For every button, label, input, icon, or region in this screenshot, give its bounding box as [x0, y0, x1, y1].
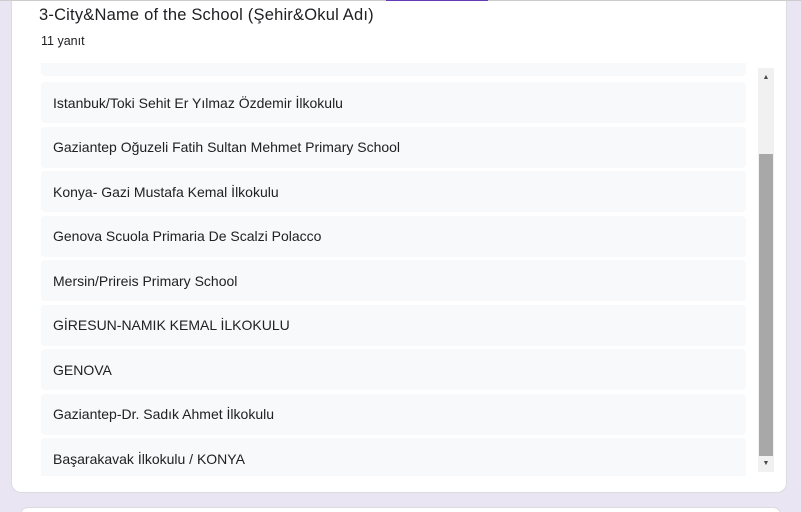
answer-row: Genova Scuola Primaria De Scalzi Polacco — [41, 215, 746, 257]
answer-row: Istanbuk/Toki Sehit Er Yılmaz Özdemir İl… — [41, 82, 746, 123]
answer-row-partial — [41, 63, 746, 76]
answers-scrollbar[interactable]: ▲ ▼ — [758, 68, 774, 472]
answers-list[interactable]: Istanbuk/Toki Sehit Er Yılmaz Özdemir İl… — [41, 63, 746, 476]
answer-row: Gaziantep-Dr. Sadık Ahmet İlkokulu — [41, 393, 746, 435]
scrollbar-thumb[interactable] — [759, 154, 773, 456]
response-count: 11 yanıt — [41, 34, 85, 48]
answer-row: GENOVA — [41, 349, 746, 390]
next-card-sliver — [20, 507, 781, 512]
scroll-down-arrow-icon[interactable]: ▼ — [762, 459, 770, 467]
answer-row: Konya- Gazi Mustafa Kemal İlkokulu — [41, 171, 746, 212]
question-card: 3-City&Name of the School (Şehir&Okul Ad… — [11, 1, 787, 493]
answer-row: GİRESUN-NAMIK KEMAL İLKOKULU — [41, 304, 746, 346]
answer-row: Başarakavak İlkokulu / KONYA — [41, 438, 746, 476]
answer-row: Mersin/Prireis Primary School — [41, 260, 746, 301]
question-title: 3-City&Name of the School (Şehir&Okul Ad… — [39, 6, 374, 24]
answer-row: Gaziantep Oğuzeli Fatih Sultan Mehmet Pr… — [41, 126, 746, 168]
scroll-up-arrow-icon[interactable]: ▲ — [762, 73, 770, 81]
